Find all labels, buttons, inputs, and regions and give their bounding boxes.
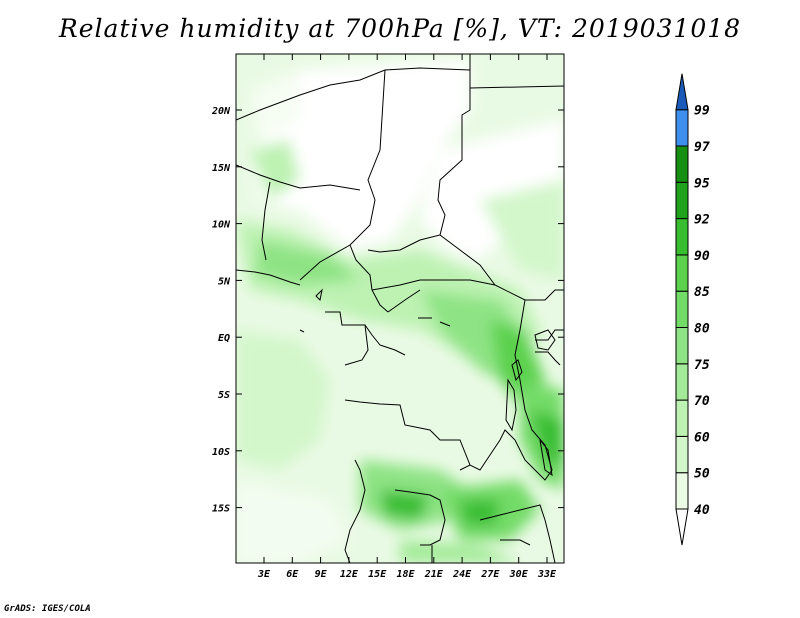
- lon-tick-label: 21E: [424, 569, 444, 580]
- colorbar-label: 97: [694, 140, 710, 155]
- lon-tick-label: 15E: [368, 569, 387, 580]
- colorbar-box: [675, 472, 689, 510]
- colorbar-box: [675, 145, 689, 183]
- map-frame: [235, 53, 565, 564]
- colorbar-box: [675, 435, 689, 474]
- colorbar-box: [675, 399, 689, 437]
- lat-tick-label: 10N: [212, 220, 231, 231]
- lat-tick-label: 20N: [211, 106, 231, 117]
- lon-tick-label: 30E: [509, 569, 529, 580]
- lon-tick-label: 24E: [452, 569, 472, 580]
- colorbar-box: [675, 290, 689, 329]
- colorbar-box: [675, 218, 689, 256]
- lon-tick-label: 27E: [480, 569, 500, 580]
- lon-tick-label: 33E: [537, 569, 557, 580]
- lat-tick-label: 15N: [212, 163, 231, 174]
- colorbar-high-triangle: [675, 73, 689, 111]
- lon-tick-label: 9E: [315, 569, 328, 580]
- colorbar-label: 95: [694, 176, 710, 191]
- longitude-axis: 3E 6E 9E 12E 15E 18E 21E 24E 27E 30E 33E: [257, 54, 557, 580]
- colorbar-label: 75: [694, 358, 710, 373]
- colorbar-label: 80: [694, 322, 710, 337]
- lon-tick-label: 18E: [396, 569, 415, 580]
- colorbar-label: 85: [694, 285, 710, 300]
- lat-tick-label: 5S: [218, 390, 230, 401]
- colorbar-label: 50: [694, 467, 710, 482]
- colorbar-box: [675, 327, 689, 365]
- colorbar-label: 99: [694, 104, 710, 119]
- colorbar-box: [675, 109, 689, 147]
- colorbar-label: 60: [694, 430, 710, 445]
- lat-tick-label: 5N: [218, 276, 231, 287]
- colorbar-label: 90: [694, 249, 710, 264]
- country-borders: [236, 54, 564, 563]
- colorbar-label: 40: [694, 503, 710, 518]
- lon-tick-label: 6E: [286, 569, 299, 580]
- colorbar-box: [675, 363, 689, 401]
- colorbar-label: 70: [694, 394, 710, 409]
- colorbar: 40 50 60 70 75 80 85 90 92 95 97 99: [675, 73, 710, 546]
- lon-tick-label: 3E: [257, 569, 271, 580]
- colorbar-box: [675, 181, 689, 220]
- grads-credit: GrADS: IGES/COLA: [4, 604, 91, 614]
- lat-tick-label: 10S: [212, 447, 230, 458]
- lon-tick-label: 12E: [340, 569, 359, 580]
- latitude-axis: 20N 15N 10N 5N EQ 5S 10S 15S: [211, 106, 564, 515]
- lat-tick-label: 15S: [212, 504, 230, 515]
- humidity-field: [236, 54, 564, 563]
- lat-tick-label: EQ: [218, 333, 230, 344]
- colorbar-label: 92: [694, 213, 710, 228]
- colorbar-box: [675, 254, 689, 292]
- lakes: [299, 288, 556, 477]
- colorbar-low-triangle: [675, 508, 689, 546]
- map-title: Relative humidity at 700hPa [%], VT: 201…: [58, 14, 742, 43]
